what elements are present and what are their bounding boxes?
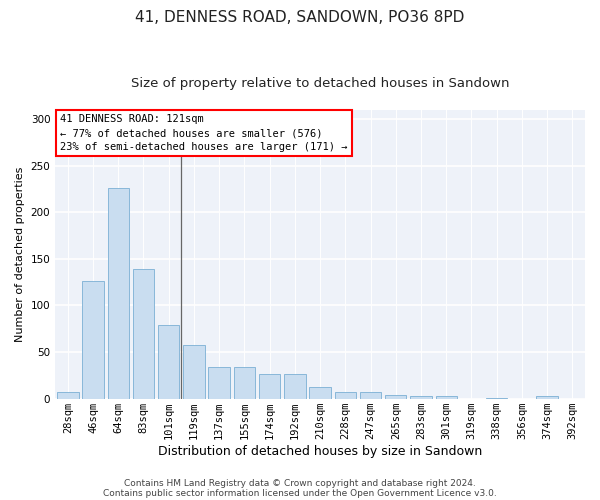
Bar [310,386,331,398]
Bar [360,392,381,398]
Bar [410,396,432,398]
Text: Contains public sector information licensed under the Open Government Licence v3: Contains public sector information licen… [103,488,497,498]
Bar [158,325,179,398]
Bar [107,188,129,398]
Y-axis label: Number of detached properties: Number of detached properties [15,166,25,342]
Title: Size of property relative to detached houses in Sandown: Size of property relative to detached ho… [131,78,509,90]
Bar [335,392,356,398]
Bar [284,374,305,398]
Bar [183,344,205,399]
Text: 41, DENNESS ROAD, SANDOWN, PO36 8PD: 41, DENNESS ROAD, SANDOWN, PO36 8PD [136,10,464,25]
Bar [259,374,280,398]
Bar [57,392,79,398]
Text: 41 DENNESS ROAD: 121sqm
← 77% of detached houses are smaller (576)
23% of semi-d: 41 DENNESS ROAD: 121sqm ← 77% of detache… [61,114,348,152]
Bar [536,396,558,398]
Bar [133,269,154,398]
X-axis label: Distribution of detached houses by size in Sandown: Distribution of detached houses by size … [158,444,482,458]
Bar [233,367,255,398]
Bar [385,395,406,398]
Bar [82,281,104,398]
Bar [208,367,230,398]
Bar [436,396,457,398]
Text: Contains HM Land Registry data © Crown copyright and database right 2024.: Contains HM Land Registry data © Crown c… [124,478,476,488]
